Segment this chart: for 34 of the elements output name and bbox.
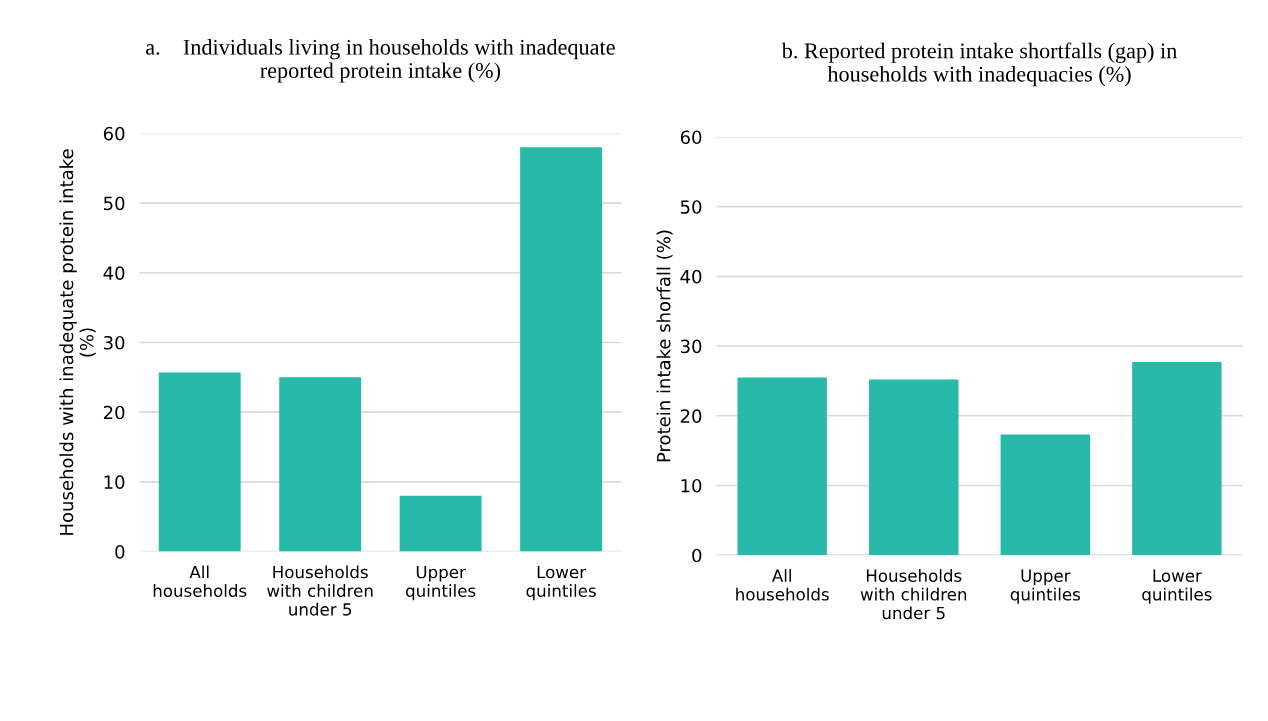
y-tick-label: 20 [103,405,125,420]
chart-title: b. Reported protein intake shortfalls (gap) in households with inadequacies (%) [781,42,1177,87]
y-tick-label: 20 [680,409,702,423]
y-tick-label: 40 [680,269,702,284]
x-tick-label: Upper quintiles [406,565,476,601]
bar [520,147,603,552]
y-tick-label: 40 [103,266,125,280]
y-tick-label: 10 [681,478,702,493]
x-tick-label: Lower quintiles [1142,569,1212,604]
y-tick-label: 60 [680,130,702,145]
y-tick-label: 0 [692,548,702,563]
bar [869,379,959,556]
x-tick-label: All households [736,569,829,601]
y-tick-label: 30 [103,335,125,350]
y-tick-label: 0 [115,545,125,559]
y-axis-title: Households with inadequate protein intake (%) [59,149,96,535]
bar [1132,362,1222,556]
bar [158,372,241,552]
y-tick-label: 10 [104,475,125,489]
y-axis-title: Protein intake shorfall (%) [656,230,673,462]
x-tick-label: Households with children under 5 [267,565,373,616]
y-tick-label: 30 [680,339,702,354]
bar [1000,434,1091,556]
bar [279,377,362,552]
x-tick-label: Lower quintiles [526,565,596,601]
y-tick-label: 50 [104,196,125,211]
y-tick-label: 50 [680,200,702,214]
x-tick-label: All households [153,565,247,598]
x-tick-label: Households with children under 5 [860,569,967,620]
chart-title: a. Individuals living in households with inadequate reported protein intake (%) [146,39,615,83]
bar [737,377,827,556]
y-tick-label: 60 [103,126,125,141]
bar [399,495,482,552]
x-tick-label: Upper quintiles [1010,569,1081,604]
